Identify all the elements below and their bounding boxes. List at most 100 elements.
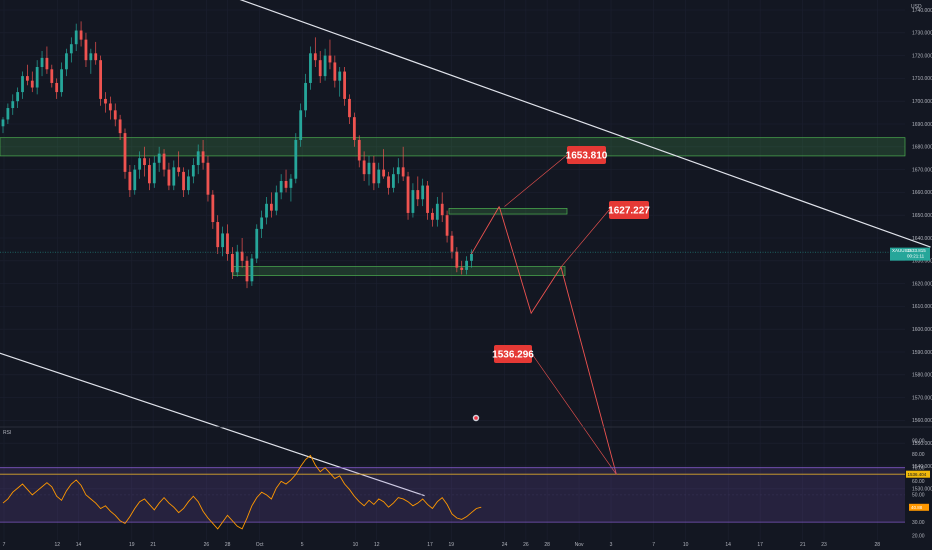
candle-body [206,162,210,195]
rsi-tick-label: 50.00 [912,493,925,499]
price-tick-label: 1600.000 [912,327,932,333]
candle-body [152,162,156,184]
candle-body [201,151,205,163]
rsi-current-value: 40.88 [911,505,923,510]
rsi-tick-label: 60.00 [912,479,925,485]
date-tick-label: 12 [374,542,380,548]
channel-line [0,352,425,497]
candle-body [108,103,112,111]
date-tick-label: 10 [683,542,689,548]
candle-body [382,169,386,177]
candle-body [299,110,303,140]
channel-lines [0,0,931,497]
price-tick-label: 1550.000 [912,441,932,447]
candle-body [172,167,176,186]
candle-body [89,53,93,61]
target-labels: 1653.810 1627.227 1536.296 [492,146,650,475]
candle-body [421,185,425,200]
candle-body [323,55,327,77]
candle-body [445,215,449,236]
candle-body [128,171,132,191]
candle-body [216,222,220,248]
candle-body [221,233,224,248]
candle-body [187,176,190,191]
candle-body [245,260,249,282]
candle-body [265,203,268,218]
candle-body [157,153,161,163]
candle-body [396,167,400,175]
candle-body [304,82,307,111]
price-tick-label: 1690.000 [912,122,932,128]
candle-body [69,44,73,54]
rsi-axis[interactable]: 90.0080.0070.0060.0050.0040.0030.0020.00… [909,438,929,540]
price-tick-label: 1630.000 [912,259,932,265]
rsi-label: RSI [3,430,11,436]
candle-body [104,98,107,104]
candle-body [401,167,405,177]
candle-body [372,162,376,184]
candle-body [138,158,142,170]
date-tick-label: 10 [353,542,359,548]
price-axis[interactable]: USD 1740.000 1730.000 1720.000 1710.000 1700… [911,4,932,493]
candle-body [84,39,88,61]
date-tick-label: 26 [204,542,210,548]
rsi-line [2,454,482,530]
candle-body [21,76,24,93]
candle-body [143,158,146,166]
price-tick-label: 1710.000 [912,76,932,82]
date-tick-label: 19 [449,542,455,548]
candle-body [133,169,137,191]
candle-body [250,258,254,282]
price-tick-label: 1610.000 [912,304,932,310]
zone-box [448,208,568,215]
zone-box [232,266,566,276]
candlestick-series [1,21,473,289]
date-tick-label: 7 [3,542,6,548]
date-tick-label: 12 [54,542,60,548]
target-connector [504,154,568,207]
current-price-box [890,247,930,261]
rsi-tick-label: 90.00 [912,438,925,444]
candle-body [40,57,44,67]
candle-body [162,153,166,170]
target-label-box [567,146,606,164]
date-tick-label: 21 [150,542,156,548]
candle-body [270,203,273,211]
date-tick-label: 17 [757,542,763,548]
projection-polyline [498,206,617,475]
candle-body [177,167,181,172]
candle-body [65,53,68,70]
rsi-tick-label: 70.00 [912,466,925,472]
candle-body [26,76,29,81]
candle-body [470,253,473,261]
target-label-text: 1653.810 [566,151,608,162]
rsi-current-box [909,503,929,511]
date-tick-label: 14 [725,542,731,548]
price-tick-label: 1660.000 [912,190,932,196]
chart-logo-icon[interactable] [472,414,480,422]
price-tick-label: 1650.000 [912,213,932,219]
candle-body [196,151,200,166]
candle-body [313,53,317,61]
zone-box [0,137,906,157]
candle-body [416,190,420,200]
target-label-text: 1627.227 [608,206,650,217]
candle-body [318,60,322,77]
candle-body [455,251,459,268]
date-tick-label: 3 [610,542,613,548]
date-tick-label: Nov [575,542,584,548]
price-tick-label: 1670.000 [912,167,932,173]
price-tick-label: 1680.000 [912,145,932,151]
rsi-tick-label: 20.00 [912,534,925,540]
target-connector [560,209,610,268]
date-axis[interactable]: 7 12 14 19 21 26 28 Oct 5 10 12 17 19 24 26 28 Nov 3 7 10 14… [3,542,881,548]
price-tick-label: 1740.000 [912,8,932,14]
candle-body [406,176,410,213]
date-tick-label: 26 [523,542,529,548]
candle-body [284,181,288,188]
candle-body [211,194,215,223]
candle-body [460,267,464,270]
candle-body [16,92,20,102]
